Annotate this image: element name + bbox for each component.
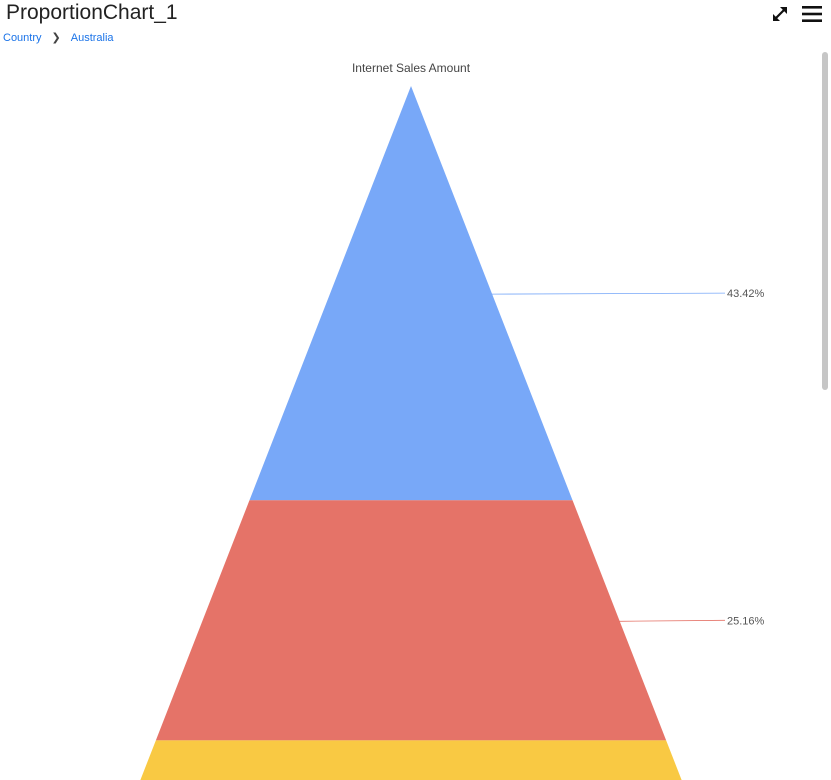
expand-button[interactable]	[768, 2, 792, 26]
pyramid-segment[interactable]	[155, 500, 667, 741]
chart-header: ProportionChart_1 Country ❯ Australia	[0, 0, 831, 50]
pyramid-segment[interactable]	[249, 86, 573, 501]
chart-title: Internet Sales Amount	[352, 61, 471, 75]
breadcrumb-item-country[interactable]: Country	[3, 31, 42, 44]
expand-arrows-icon	[773, 7, 787, 21]
hamburger-menu-icon	[802, 6, 822, 22]
chevron-right-icon: ❯	[51, 32, 61, 44]
label-connector-line	[491, 292, 726, 295]
label-connector-line	[619, 619, 726, 622]
data-labels: 43.42%25.16%21.94%6.82%2.65%	[727, 288, 765, 627]
data-label: 43.42%	[727, 288, 765, 300]
breadcrumb: Country ❯ Australia	[3, 31, 114, 45]
menu-button[interactable]	[800, 2, 824, 26]
scrollbar-thumb[interactable]	[822, 52, 828, 390]
chart-window-title: ProportionChart_1	[6, 1, 178, 24]
vertical-scrollbar[interactable]	[820, 52, 828, 780]
data-label: 25.16%	[727, 615, 765, 627]
pyramid-segment[interactable]	[74, 740, 748, 780]
pyramid-segments	[74, 86, 748, 780]
label-connectors	[491, 292, 726, 622]
breadcrumb-item-australia[interactable]: Australia	[70, 31, 114, 44]
